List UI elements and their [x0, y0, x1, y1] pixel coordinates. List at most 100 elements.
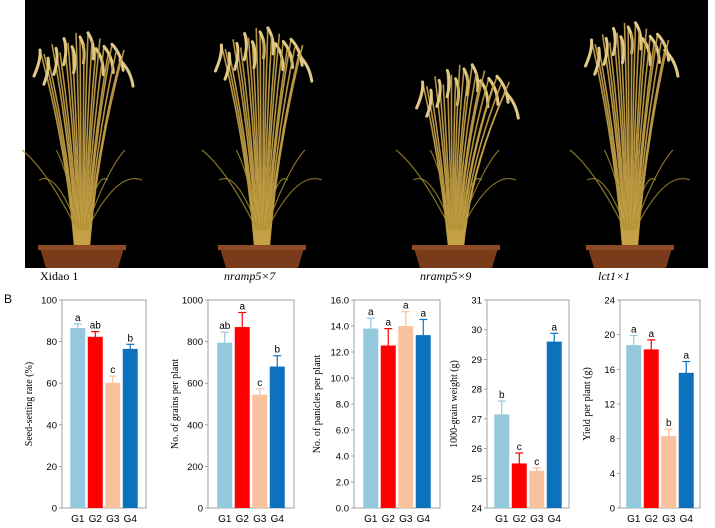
caption-nramp5x9: nramp5×9: [420, 269, 472, 283]
y-tick-label: 10.0: [331, 374, 350, 385]
y-tick-label: 24: [604, 296, 615, 307]
significance-letter: a: [420, 309, 426, 320]
pot: [414, 248, 498, 268]
significance-letter: b: [274, 345, 280, 356]
bar-chart-5: 0 4 8 12 16 20 24 Yield per plant (g) a G1 a G2 b G3 a…: [582, 296, 701, 525]
bar-G2: [380, 345, 396, 508]
y-tick-label: 28: [471, 385, 482, 396]
y-tick-label: 100: [41, 296, 57, 307]
significance-letter: c: [110, 365, 115, 376]
bar-G1: [363, 328, 379, 508]
significance-letter: c: [534, 457, 539, 468]
y-axis-label: No. of panicles per plant: [312, 354, 323, 453]
panel-b-label: B: [4, 292, 13, 306]
y-tick-label: 26: [471, 444, 482, 455]
y-axis-label: Seed-setting rate (%): [24, 362, 35, 446]
y-tick-label: 20: [604, 330, 615, 341]
caption-lct1x1: lct1×1: [598, 269, 631, 283]
x-tick-label: G1: [495, 514, 509, 525]
rice-plants-photo: [21, 0, 708, 268]
caption-xidao1: Xidao 1: [40, 269, 79, 283]
x-tick-label: G2: [236, 514, 250, 525]
x-tick-label: G4: [680, 514, 694, 525]
x-tick-label: G2: [382, 514, 396, 525]
photo-background: [25, 0, 708, 268]
x-tick-label: G2: [513, 514, 527, 525]
x-tick-label: G2: [89, 514, 103, 525]
significance-letter: c: [257, 378, 262, 389]
pot: [40, 248, 124, 268]
y-tick-label: 16: [604, 365, 615, 376]
significance-letter: a: [368, 307, 374, 318]
bar-G3: [105, 382, 121, 508]
x-tick-label: G1: [364, 514, 378, 525]
y-tick-label: 31: [471, 296, 482, 307]
significance-letter: ab: [219, 321, 231, 332]
pot: [588, 248, 672, 268]
y-tick-label: 27: [471, 414, 482, 425]
x-tick-label: G4: [548, 514, 562, 525]
bar-G4: [122, 348, 138, 508]
x-tick-label: G4: [124, 514, 138, 525]
significance-letter: a: [631, 325, 637, 336]
bar-G2: [643, 349, 659, 508]
bar-G4: [546, 341, 562, 508]
x-tick-label: G1: [627, 514, 641, 525]
significance-letter: a: [75, 313, 81, 324]
bar-G4: [678, 372, 694, 508]
significance-letter: a: [385, 318, 391, 329]
y-tick-label: 4.0: [336, 452, 349, 463]
pot-rim: [218, 245, 306, 250]
significance-letter: a: [551, 322, 557, 333]
x-tick-label: G3: [106, 514, 120, 525]
y-tick-label: 0: [198, 504, 203, 515]
pot-rim: [586, 245, 674, 250]
y-tick-label: 2.0: [336, 478, 349, 489]
y-tick-label: 6.0: [336, 426, 349, 437]
bar-chart-1: 0 20 40 60 80 100 Seed-setting rate (%) a G1 ab G2…: [24, 296, 147, 525]
y-tick-label: 1000: [182, 296, 203, 307]
x-tick-label: G2: [645, 514, 659, 525]
rice-plant-2: [201, 26, 323, 268]
y-axis-label: No. of grains per plant: [170, 359, 181, 449]
pot-rim: [38, 245, 126, 250]
y-tick-label: 0: [610, 504, 615, 515]
bar-chart-4: 24 25 26 27 28 29 30 31 1000-grain weight (g) b G1…: [449, 296, 570, 525]
bar-G2: [511, 463, 527, 508]
plot-frame: [486, 299, 570, 509]
y-tick-label: 4: [610, 469, 615, 480]
bar-G2: [234, 327, 250, 508]
y-tick-label: 800: [187, 337, 203, 348]
plot-frame: [61, 299, 147, 509]
y-axis-label: 1000-grain weight (g): [449, 360, 460, 448]
x-tick-label: G1: [218, 514, 232, 525]
panel-a-label: A: [14, 2, 23, 16]
y-tick-label: 0: [52, 504, 57, 515]
rice-plant-1: [21, 31, 143, 268]
significance-letter: ab: [90, 321, 102, 332]
significance-letter: b: [499, 390, 505, 401]
x-tick-label: G4: [417, 514, 431, 525]
pot-rim: [412, 245, 500, 250]
y-tick-label: 60: [46, 379, 57, 390]
y-tick-label: 16.0: [331, 296, 350, 307]
bar-G1: [70, 328, 86, 508]
y-tick-label: 400: [187, 420, 203, 431]
y-tick-label: 29: [471, 355, 482, 366]
significance-letter: a: [239, 301, 245, 312]
bar-chart-3: 0.0 2.0 4.0 6.0 8.0 10.0 12.0 14.0 16.0 No. of pa…: [312, 296, 441, 525]
y-axis-label: Yield per plant (g): [582, 367, 593, 441]
y-tick-label: 20: [46, 462, 57, 473]
y-tick-label: 600: [187, 379, 203, 390]
y-tick-label: 12.0: [331, 348, 350, 359]
x-tick-label: G3: [399, 514, 413, 525]
y-tick-label: 80: [46, 337, 57, 348]
x-tick-label: G3: [253, 514, 267, 525]
x-tick-label: G3: [662, 514, 676, 525]
y-tick-label: 12: [604, 400, 615, 411]
bar-G3: [529, 470, 545, 508]
significance-letter: c: [517, 442, 522, 453]
y-tick-label: 24: [471, 504, 482, 515]
significance-letter: b: [666, 418, 672, 429]
